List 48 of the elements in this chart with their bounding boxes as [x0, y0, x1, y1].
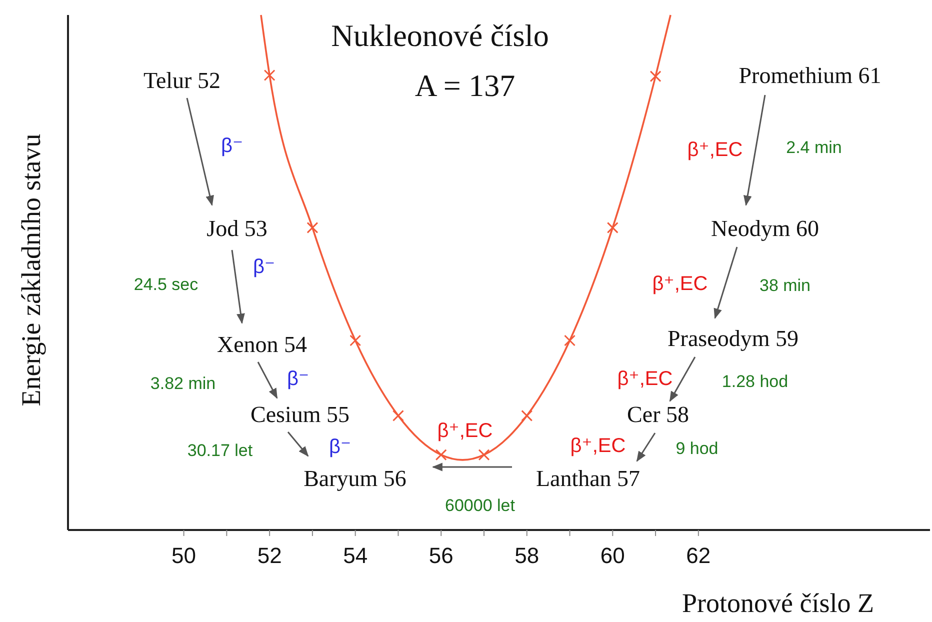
- x-tick-label: 54: [343, 543, 368, 568]
- x-tick-label: 58: [514, 543, 540, 568]
- point: [606, 222, 618, 234]
- point: [650, 70, 662, 82]
- annotation: 1.28 hod: [722, 372, 788, 391]
- annotation: Cer 58: [627, 402, 689, 427]
- annotation: β⁺,EC: [652, 273, 708, 295]
- annotation: Baryum 56: [304, 466, 406, 491]
- x-axis-title: Protonové číslo Z: [682, 588, 874, 618]
- annotation: 3.82 min: [150, 374, 216, 393]
- annotation: Xenon 54: [216, 332, 308, 357]
- annotation: 38 min: [759, 276, 811, 295]
- annotation: 2.4 min: [786, 138, 842, 157]
- annotation: Cesium 55: [250, 402, 350, 427]
- point: [306, 222, 318, 234]
- annotation: β⁻: [286, 368, 310, 390]
- point: [478, 449, 490, 461]
- point: [350, 334, 362, 346]
- point: [564, 334, 576, 346]
- x-tick-label: 62: [686, 543, 711, 568]
- x-tick-label: 56: [428, 543, 454, 568]
- point: [264, 70, 276, 82]
- y-axis-title: Energie základního stavu: [16, 133, 46, 406]
- annotation: β⁺,EC: [437, 420, 493, 442]
- text: A = 137: [414, 68, 516, 103]
- x-tick-label: 60: [600, 543, 625, 568]
- annotation: Neodym 60: [711, 216, 819, 241]
- annotation: Lanthan 57: [536, 466, 640, 491]
- chart-title: Nukleonové číslo: [331, 18, 549, 53]
- annotation: 30.17 let: [187, 441, 253, 460]
- annotation: 60000 let: [445, 496, 516, 515]
- x-tick-label: 52: [257, 543, 282, 568]
- annotation: β⁻: [220, 135, 244, 157]
- annotation: β⁻: [252, 256, 276, 278]
- x-tick-label: 50: [172, 543, 196, 568]
- annotation: Telur 52: [144, 68, 220, 93]
- annotation: β⁺,EC: [617, 368, 673, 390]
- point: [435, 449, 447, 461]
- annotation: Jod 53: [206, 216, 268, 241]
- annotation: β⁻: [328, 436, 352, 458]
- annotation: Praseodym 59: [668, 326, 798, 351]
- annotation: 24.5 sec: [134, 275, 199, 294]
- point: [521, 410, 533, 422]
- annotation: β⁺,EC: [570, 435, 626, 457]
- annotation: β⁺,EC: [687, 139, 743, 161]
- point: [392, 410, 404, 422]
- annotation: 9 hod: [676, 439, 718, 458]
- annotation: Promethium 61: [738, 63, 882, 88]
